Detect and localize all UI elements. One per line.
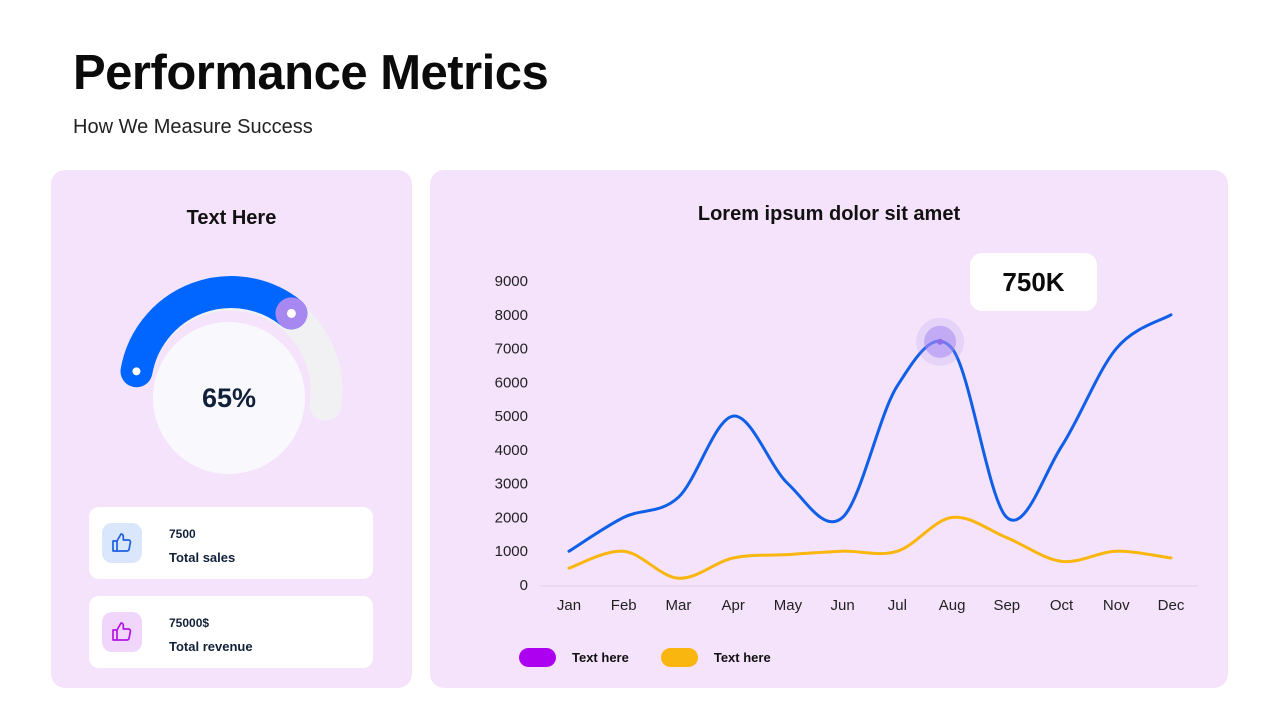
legend-label: Text here: [713, 650, 771, 665]
thumbs-up-icon: [102, 523, 142, 563]
line-chart: 0 1000 2000 3000 4000 5000 6000 7000 8000 9000 Jan…: [495, 273, 1198, 614]
x-tick-label: Sep: [993, 597, 1020, 614]
x-tick-label: Jun: [831, 597, 855, 614]
x-tick-label: Apr: [722, 597, 745, 614]
stat-value: 75000$: [169, 616, 210, 630]
chart-legend: Text here Text here: [519, 648, 803, 667]
stat-card-total-revenue: 75000$ Total revenue: [89, 596, 373, 668]
x-tick-label: Aug: [939, 597, 966, 614]
y-tick-label: 9000: [495, 273, 528, 290]
y-tick-label: 2000: [495, 509, 528, 526]
chart-title: Lorem ipsum dolor sit amet: [697, 203, 961, 225]
page-subtitle: How We Measure Success: [73, 116, 313, 138]
gauge-center: 65%: [153, 322, 305, 474]
y-tick-label: 3000: [495, 476, 528, 493]
stat-card-total-sales: 7500 Total sales: [89, 507, 373, 579]
legend-item: Text here: [519, 648, 629, 667]
series-line: [567, 313, 1173, 553]
stat-label: Total revenue: [169, 639, 253, 654]
legend-swatch: [519, 648, 556, 667]
stat-label: Total sales: [169, 550, 236, 565]
x-tick-label: Jan: [557, 597, 581, 614]
gauge-card: Text Here 65% 7500 Total sales 75000$ To…: [51, 170, 412, 688]
x-tick-label: Jul: [888, 597, 907, 614]
y-tick-label: 8000: [495, 307, 528, 324]
x-tick-label: Mar: [666, 597, 692, 614]
x-tick-label: Dec: [1158, 597, 1185, 614]
thumbs-up-icon: [102, 612, 142, 652]
y-tick-label: 5000: [495, 408, 528, 425]
highlight-callout: 750K: [970, 253, 1097, 311]
legend-item: Text here: [660, 648, 771, 667]
x-tick-label: Oct: [1050, 597, 1074, 614]
x-tick-label: Nov: [1103, 597, 1130, 614]
y-tick-label: 0: [520, 577, 528, 594]
page-title: Performance Metrics: [73, 46, 549, 100]
gauge-chart: [120, 276, 343, 421]
gauge-fill: [120, 276, 308, 388]
gauge-start-dot: [132, 367, 141, 376]
y-tick-label: 4000: [495, 442, 528, 459]
gauge-card-title: Text Here: [186, 207, 277, 229]
gauge-value: 65%: [201, 382, 257, 413]
x-tick-label: May: [774, 597, 803, 614]
legend-label: Text here: [572, 650, 629, 665]
series-line: [567, 515, 1173, 580]
y-tick-label: 7000: [495, 341, 528, 358]
highlight-dot: [937, 338, 944, 345]
stat-value: 7500: [169, 527, 196, 541]
y-tick-label: 1000: [495, 543, 528, 560]
x-tick-label: Feb: [611, 597, 637, 614]
callout-value: 750K: [1002, 266, 1065, 297]
chart-card: Lorem ipsum dolor sit amet 0 1000 2000 3000…: [430, 170, 1228, 688]
gauge-knob-dot: [286, 308, 296, 318]
y-tick-label: 6000: [495, 374, 528, 391]
legend-swatch: [660, 648, 698, 667]
